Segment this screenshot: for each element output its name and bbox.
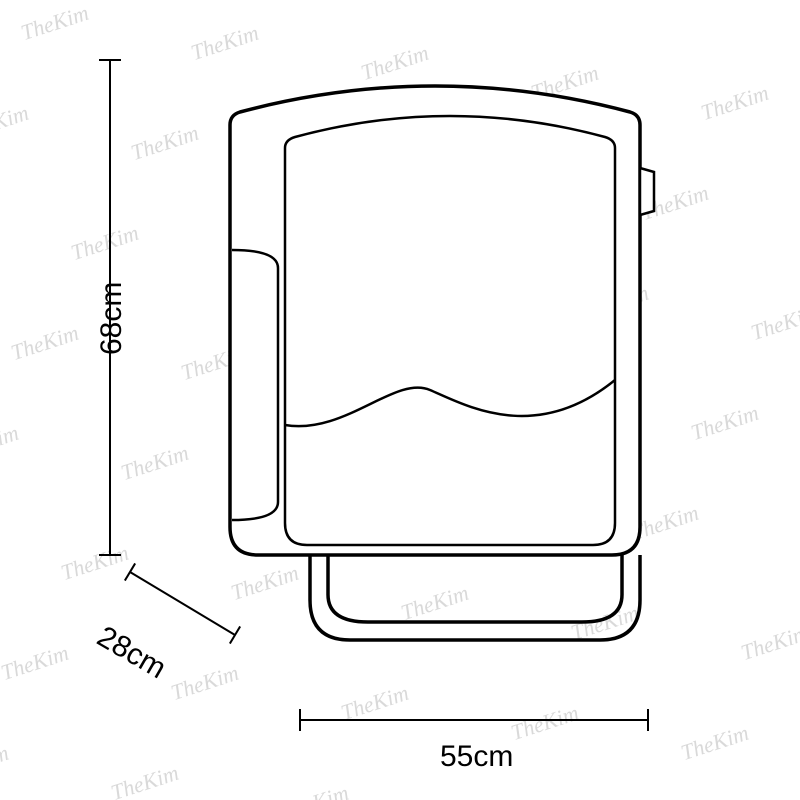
width-label: 55cm bbox=[440, 740, 513, 774]
handle bbox=[640, 168, 654, 215]
stand-front-bar bbox=[310, 555, 640, 640]
height-label: 68cm bbox=[95, 282, 129, 355]
stand-rear-bar bbox=[328, 555, 622, 622]
depth-dim-line bbox=[130, 572, 235, 635]
body-outline bbox=[230, 86, 640, 555]
